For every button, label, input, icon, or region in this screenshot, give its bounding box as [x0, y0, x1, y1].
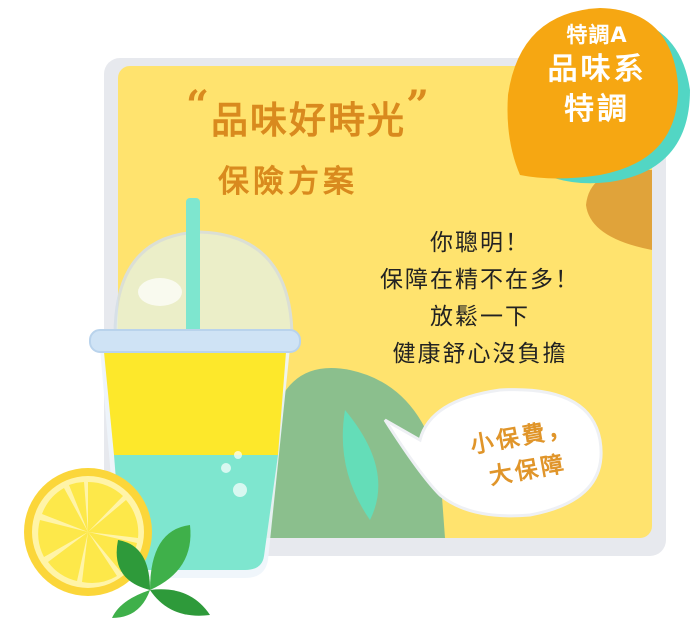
badge: 特調A 品味系 特調: [522, 20, 672, 130]
badge-shape: [507, 8, 679, 179]
mint-leaves: [112, 525, 210, 618]
bubble-dot: [221, 463, 231, 473]
leaf-highlight: [342, 410, 379, 520]
bubble-dot: [234, 451, 242, 459]
cup-lid-rim: [89, 329, 301, 353]
page-subtitle: 保險方案: [218, 164, 358, 200]
slogan-line: 放鬆一下: [430, 304, 530, 330]
badge-line-3: 特調: [564, 92, 630, 127]
bubble-dot: [233, 483, 247, 497]
close-quote: ”: [406, 82, 432, 129]
badge-line-1: 特調A: [566, 23, 628, 47]
lemon-segments: [38, 481, 139, 583]
page-title: “品味好時光”: [186, 82, 431, 144]
slogan-text: 你聰明！ 保障在精不在多！ 放鬆一下 健康舒心沒負擔: [330, 225, 630, 373]
title-text: 品味好時光: [211, 99, 407, 142]
speech-bubble-shape: [383, 388, 603, 518]
slogan-line: 你聰明！: [430, 230, 530, 256]
slogan-line: 保障在精不在多！: [380, 267, 580, 293]
badge-line-2: 品味系: [547, 52, 647, 87]
dome-highlight: [138, 278, 182, 306]
open-quote: “: [186, 82, 212, 129]
orange-blob-decoration: [586, 169, 652, 250]
drink-yellow-layer: [104, 352, 286, 455]
slogan-line: 健康舒心沒負擔: [392, 341, 568, 367]
cup-dome: [113, 230, 294, 337]
